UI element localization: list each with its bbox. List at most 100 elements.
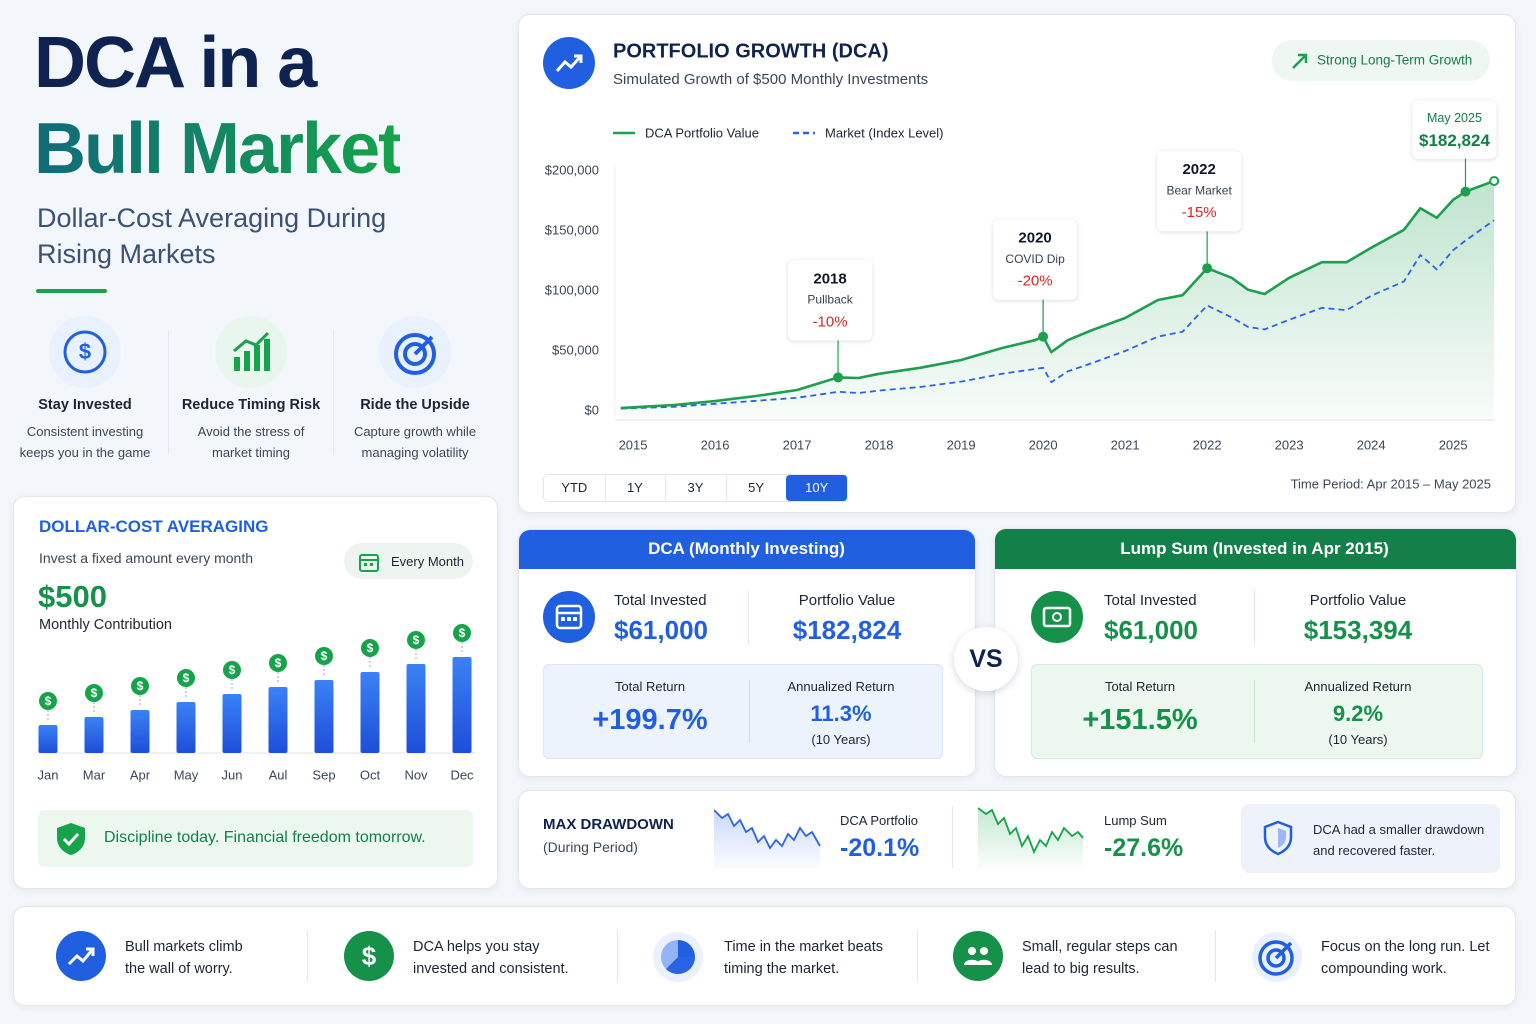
note-box <box>1241 804 1500 873</box>
dollar-icon <box>131 677 149 695</box>
annotation-box <box>993 219 1078 300</box>
divider <box>168 330 169 455</box>
tip-icon <box>976 959 992 965</box>
dollar-icon <box>223 661 241 679</box>
tip-icon <box>678 940 695 957</box>
card-subtitle: Invest a fixed amount every month <box>39 550 253 566</box>
x-tick-label: Mar <box>83 767 106 782</box>
dollar-icon-text: $ <box>45 694 52 708</box>
card-header <box>995 529 1516 569</box>
bar <box>360 672 380 753</box>
drawdown-subtitle: (During Period) <box>543 839 638 855</box>
calendar-icon <box>359 554 379 572</box>
dollar-icon <box>315 647 333 665</box>
tip-text: Time in the market beats timing the mark… <box>724 939 884 977</box>
value-label: Portfolio Value <box>1309 592 1407 609</box>
dollar-icon-text: $ <box>229 663 236 677</box>
benefit-icon <box>244 351 250 371</box>
bar <box>268 687 288 753</box>
range-button[interactable]: 3Y <box>665 475 727 501</box>
x-tick-label: 2023 <box>1275 437 1304 452</box>
calendar-icon <box>567 617 571 621</box>
tip-icon <box>953 931 1003 981</box>
dollar-icon <box>39 692 57 710</box>
calendar-icon <box>370 563 373 566</box>
benefit-text: Consistent investing keeps you in the ga… <box>19 424 151 460</box>
invested: $61,000 <box>614 615 708 645</box>
benefit-icon <box>394 333 436 375</box>
end-point <box>1489 175 1500 186</box>
benefit-icon <box>403 342 427 366</box>
dca-drawdown: -20.1% <box>840 834 920 862</box>
amount: $500 <box>38 579 107 614</box>
range-button[interactable]: 10Y <box>786 475 848 501</box>
dollar-icon <box>361 639 379 657</box>
tip-icon: $ <box>344 931 394 981</box>
tip-text: DCA helps you stay invested and consiste… <box>413 939 569 977</box>
annotation-box <box>1157 151 1242 232</box>
point <box>1038 331 1049 342</box>
dollar-icon <box>269 654 287 672</box>
dollar-icon <box>453 624 471 642</box>
chart-icon <box>574 54 583 63</box>
x-tick-label: 2022 <box>1193 437 1222 452</box>
shield-icon <box>57 823 85 855</box>
chart-icon <box>555 54 583 72</box>
x-tick-label: Dec <box>450 767 474 782</box>
bar-chart: $ Jan $ Mar $ Apr $ May $ Jun $ Aul $ Sep $ Oct $ Nov $ Dec <box>35 624 475 782</box>
cash-icon <box>1052 612 1062 622</box>
sparkline <box>714 809 821 868</box>
dollar-icon <box>407 631 425 649</box>
tip-text: Focus on the long run. Let compounding w… <box>1321 939 1490 977</box>
invested: $61,000 <box>1104 615 1198 645</box>
x-tick-label: Aul <box>269 767 288 782</box>
range-button[interactable]: 5Y <box>726 475 788 501</box>
calendar-icon <box>543 591 595 643</box>
lump-drawdown: -27.6% <box>1104 834 1184 862</box>
annotation-title: May 2025 <box>1427 111 1482 125</box>
calendar-icon <box>359 554 379 572</box>
x-tick-label: May <box>174 767 199 782</box>
tip-icon <box>953 931 1003 981</box>
card-title: DOLLAR-COST AVERAGING <box>39 517 269 536</box>
return-label: Total Return <box>614 679 686 694</box>
benefit-title: Reduce Timing Risk <box>181 397 321 413</box>
range-button[interactable]: 1Y <box>605 475 667 501</box>
card-header <box>519 530 975 569</box>
benefit-icon <box>215 316 287 388</box>
benefit-title: Ride the Upside <box>360 397 470 413</box>
benefit-title: Stay Invested <box>38 397 132 413</box>
invested-label: Total Invested <box>614 592 707 609</box>
benefit-icon <box>63 330 107 374</box>
point <box>833 372 844 383</box>
range-button[interactable]: YTD <box>544 475 606 501</box>
benefit-text: Avoid the stress of market timing <box>197 424 305 460</box>
dollar-icon-text: $ <box>321 649 328 663</box>
point <box>1460 186 1471 197</box>
divider <box>36 289 107 293</box>
x-tick-label: Oct <box>360 767 381 782</box>
annotation-label: Bear Market <box>1166 183 1232 197</box>
x-tick-label: 2020 <box>1029 437 1058 452</box>
y-tick-label: $100,000 <box>545 282 599 297</box>
calendar-icon <box>561 617 565 621</box>
badge-icon <box>1292 55 1306 69</box>
annotation-box <box>788 260 873 341</box>
annotation-title: 2020 <box>1018 230 1051 247</box>
sparkline-line <box>714 809 821 850</box>
tip-icon <box>1266 948 1286 968</box>
bar <box>314 680 334 753</box>
annotation-change: -20% <box>1018 273 1053 290</box>
invested-label: Total Invested <box>1104 592 1197 609</box>
x-tick-label: Jan <box>38 767 59 782</box>
x-tick-label: Nov <box>404 767 428 782</box>
y-tick-label: $200,000 <box>545 162 599 177</box>
title-line2: Bull Market <box>34 109 402 189</box>
tip-icon <box>1274 941 1293 960</box>
shield-icon <box>57 823 85 855</box>
annotation-label: COVID Dip <box>1005 252 1065 266</box>
x-tick-label: Sep <box>312 767 335 782</box>
chart-icon <box>543 37 595 89</box>
annual-note: (10 Years) <box>1328 732 1388 747</box>
